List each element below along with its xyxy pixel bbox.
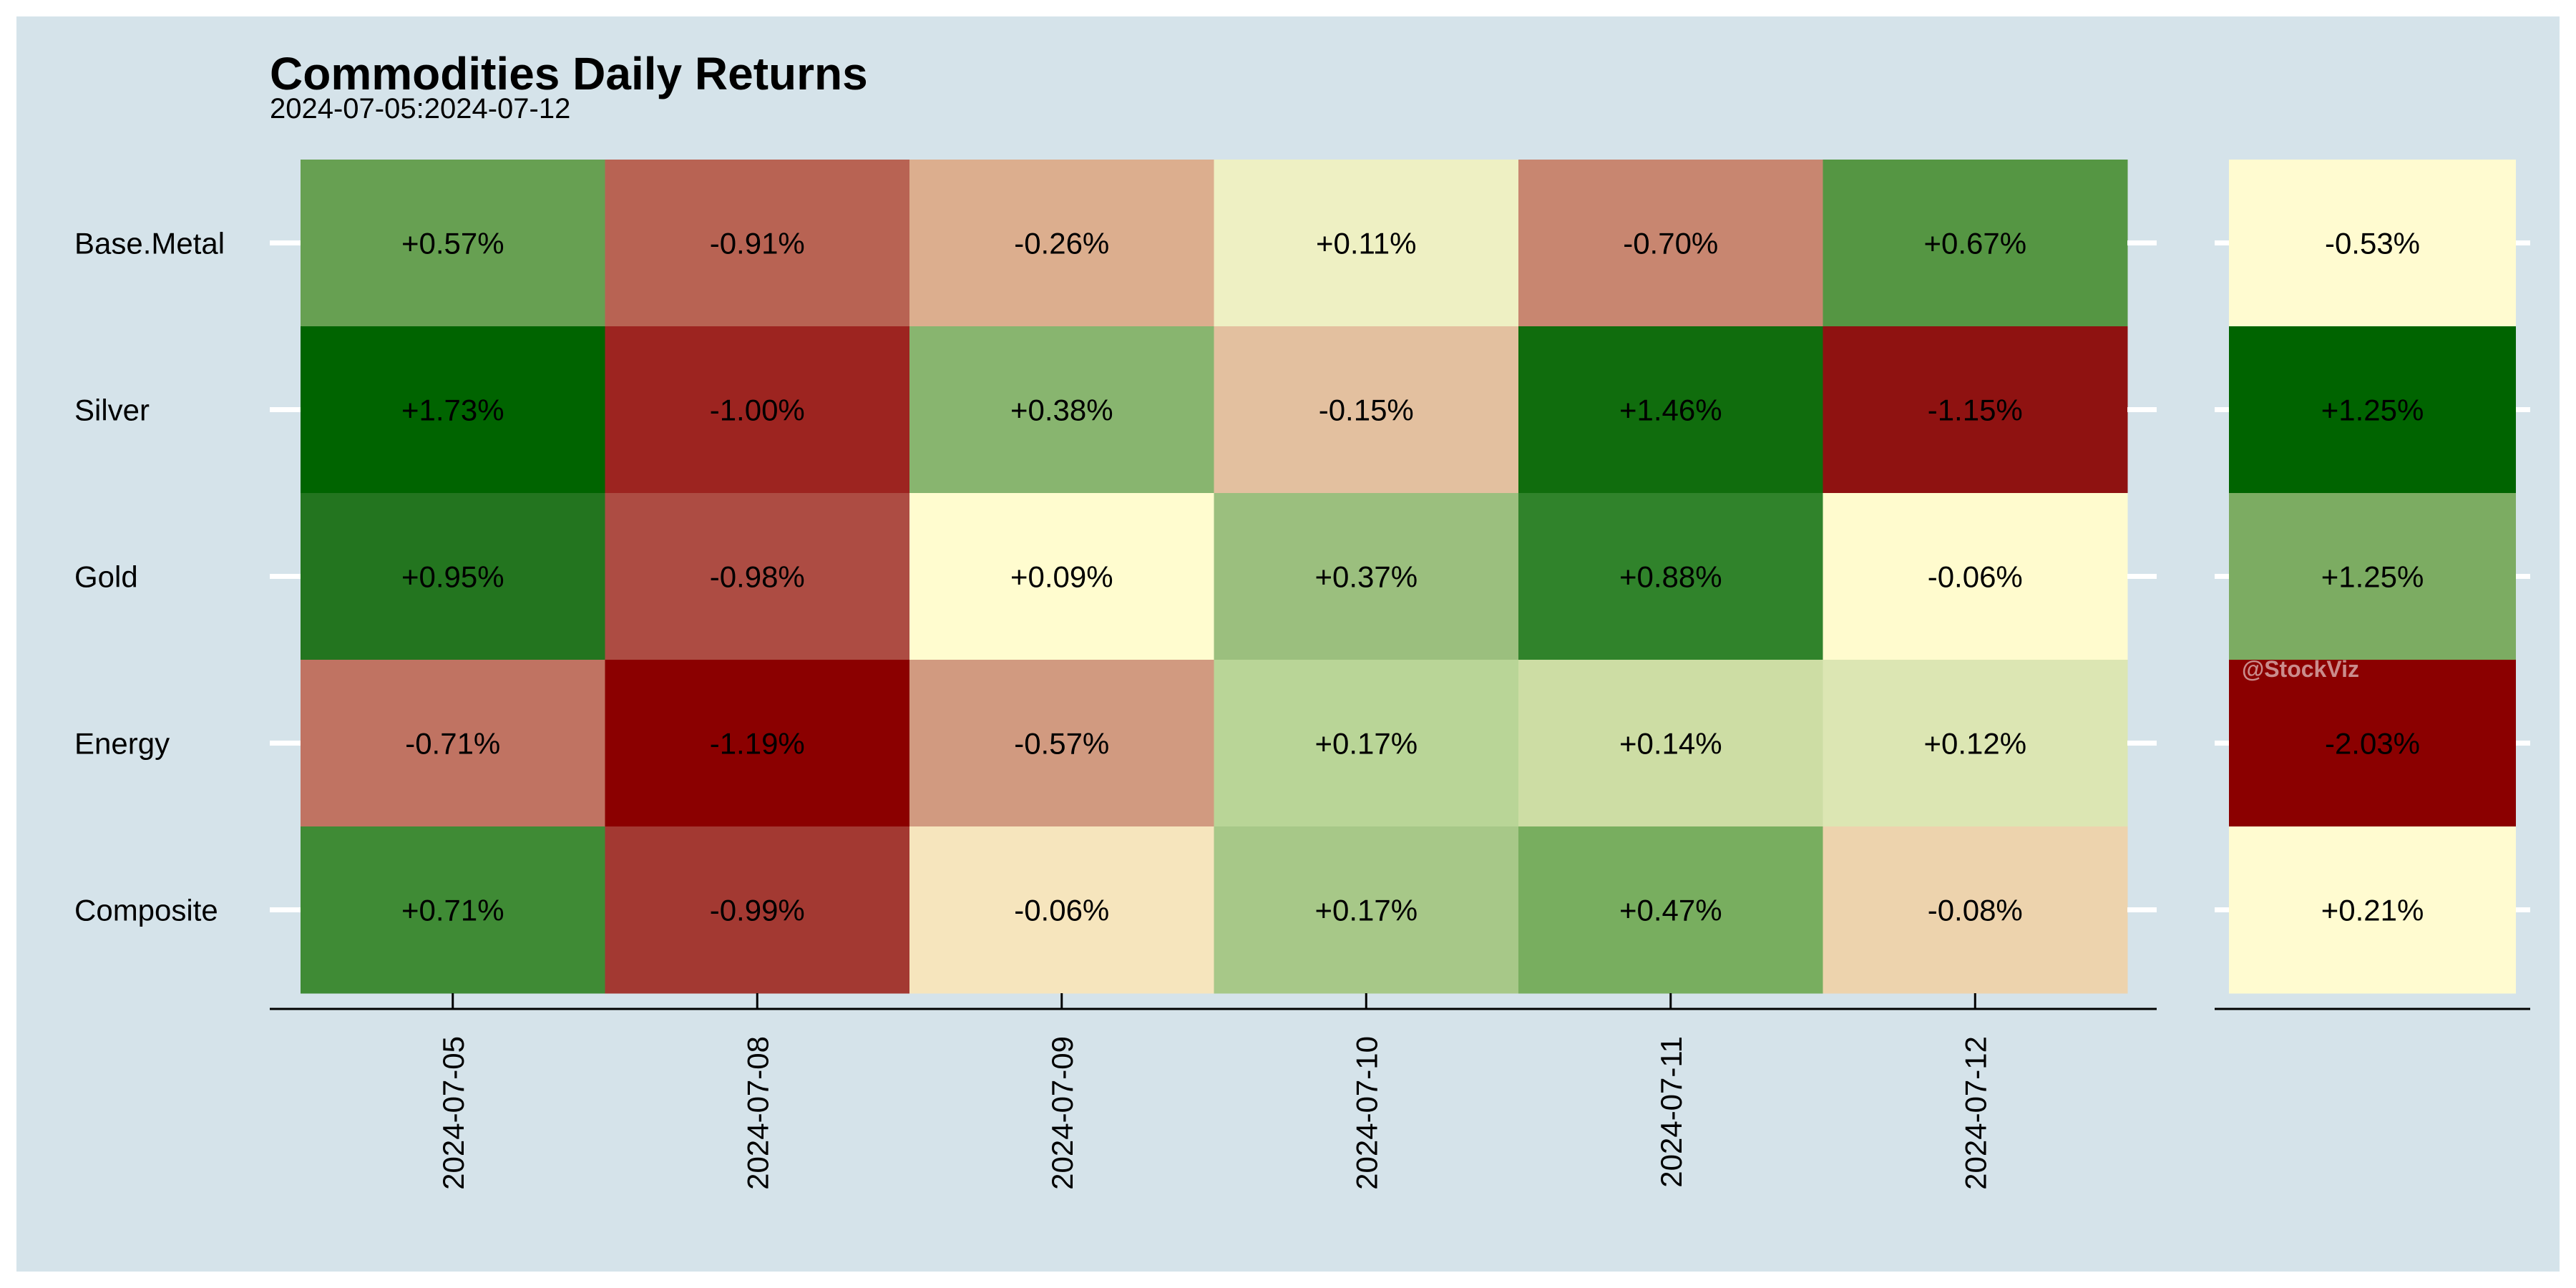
summary-cell	[2229, 826, 2516, 994]
heatmap-cell	[301, 160, 605, 327]
heatmap-cell	[1518, 660, 1823, 827]
heatmap-cell	[1214, 160, 1519, 327]
cell-value-label: +0.71%	[401, 894, 504, 927]
heatmap-cell	[1518, 493, 1823, 660]
heatmap-cell	[1518, 326, 1823, 494]
cell-value-label: +0.88%	[1619, 560, 1722, 594]
heatmap-cell	[605, 326, 910, 494]
heatmap-cell	[909, 660, 1214, 827]
x-tick-label: 2024-07-09	[1045, 1036, 1079, 1190]
heatmap-cell	[909, 493, 1214, 660]
summary-value-label: +0.21%	[2321, 894, 2424, 927]
row-label: Base.Metal	[74, 227, 225, 260]
cell-value-label: +1.73%	[401, 394, 504, 427]
cell-value-label: -0.98%	[710, 560, 805, 594]
summary-cell	[2229, 326, 2516, 494]
summary-cell	[2229, 160, 2516, 327]
cell-value-label: +0.09%	[1010, 560, 1113, 594]
row-label: Silver	[74, 394, 150, 427]
heatmap-cell	[1823, 160, 2128, 327]
heatmap-cell	[301, 660, 605, 827]
cell-value-label: -0.91%	[710, 227, 805, 260]
summary-value-label: -0.53%	[2325, 227, 2420, 260]
chart-title: Commodities Daily Returns	[270, 48, 868, 99]
cell-value-label: -0.26%	[1014, 227, 1109, 260]
heatmap-cell	[1823, 826, 2128, 994]
cell-value-label: +1.46%	[1619, 394, 1722, 427]
heatmap-cell	[605, 493, 910, 660]
heatmap-cell	[301, 493, 605, 660]
x-tick-label: 2024-07-12	[1958, 1036, 1992, 1190]
summary-value-label: -2.03%	[2325, 727, 2420, 761]
cell-value-label: -0.71%	[405, 727, 500, 761]
cell-value-label: +0.67%	[1923, 227, 2026, 260]
cell-value-label: +0.57%	[401, 227, 504, 260]
heatmap-cell	[1214, 660, 1519, 827]
cell-value-label: -0.06%	[1928, 560, 2023, 594]
summary-value-label: +1.25%	[2321, 560, 2424, 594]
cell-value-label: +0.37%	[1314, 560, 1418, 594]
cell-value-label: -0.57%	[1014, 727, 1109, 761]
heatmap-cell	[1823, 660, 2128, 827]
cell-value-label: +0.11%	[1316, 227, 1417, 260]
cell-value-label: +0.14%	[1619, 727, 1722, 761]
cell-value-label: -0.15%	[1319, 394, 1414, 427]
summary-cell	[2229, 660, 2516, 827]
cell-value-label: -1.19%	[710, 727, 805, 761]
x-tick-label: 2024-07-10	[1350, 1036, 1383, 1190]
heatmap-cell	[605, 160, 910, 327]
row-label: Energy	[74, 727, 170, 761]
summary-value-label: +1.25%	[2321, 394, 2424, 427]
cell-value-label: -0.99%	[710, 894, 805, 927]
summary-cell	[2229, 493, 2516, 660]
chart-subtitle: 2024-07-05:2024-07-12	[270, 93, 571, 125]
heatmap-cell	[1518, 826, 1823, 994]
cell-value-label: +0.95%	[401, 560, 504, 594]
watermark-label: @StockViz	[2242, 656, 2359, 682]
cell-value-label: +0.17%	[1314, 727, 1418, 761]
cell-value-label: +0.47%	[1619, 894, 1722, 927]
heatmap-cell	[1214, 826, 1519, 994]
x-tick-label: 2024-07-11	[1654, 1036, 1688, 1188]
heatmap-cell	[1214, 493, 1519, 660]
x-tick-label: 2024-07-08	[741, 1036, 774, 1190]
cell-value-label: -0.70%	[1623, 227, 1718, 260]
cell-value-label: +0.12%	[1923, 727, 2026, 761]
cell-value-label: -1.00%	[710, 394, 805, 427]
x-tick-label: 2024-07-05	[436, 1036, 470, 1190]
heatmap-cell	[301, 326, 605, 494]
heatmap-cell	[909, 826, 1214, 994]
heatmap-cell	[605, 826, 910, 994]
cell-value-label: +0.17%	[1314, 894, 1418, 927]
cell-value-label: -0.06%	[1014, 894, 1109, 927]
heatmap-cell	[605, 660, 910, 827]
heatmap-cell	[1823, 326, 2128, 494]
cell-value-label: +0.38%	[1010, 394, 1113, 427]
cell-value-label: -0.08%	[1928, 894, 2023, 927]
row-label: Composite	[74, 894, 218, 927]
heatmap-cell	[1823, 493, 2128, 660]
heatmap-cell	[909, 160, 1214, 327]
heatmap-cell	[1214, 326, 1519, 494]
cell-value-label: -1.15%	[1928, 394, 2023, 427]
heatmap-cell	[909, 326, 1214, 494]
row-label: Gold	[74, 560, 138, 594]
heatmap-cell	[301, 826, 605, 994]
heatmap-cell	[1518, 160, 1823, 327]
